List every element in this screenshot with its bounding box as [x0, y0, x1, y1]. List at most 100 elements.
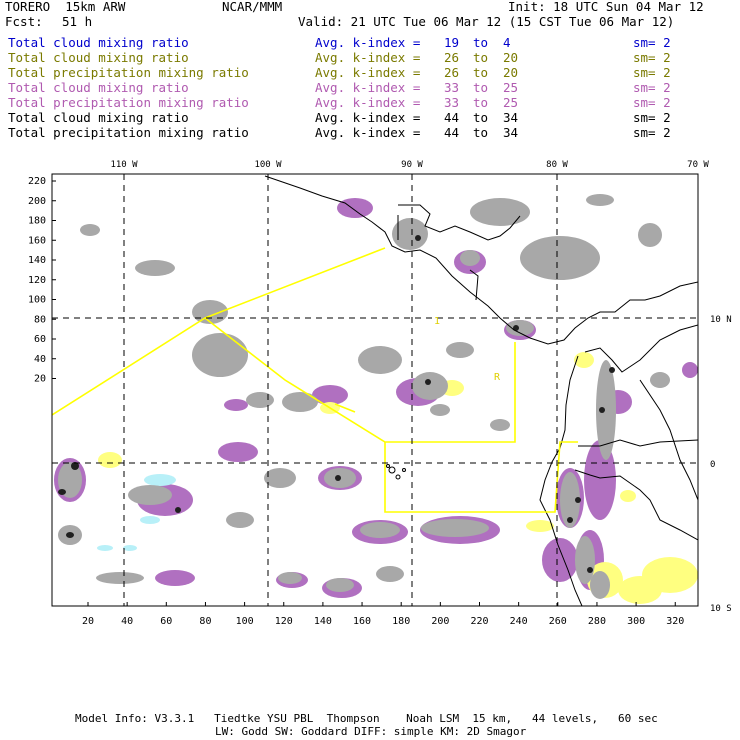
legend-field: Total precipitation mixing ratio	[8, 65, 249, 80]
region-label: R	[494, 372, 501, 383]
lat-label: 10 S	[710, 604, 732, 614]
y-tick-label: 40	[34, 354, 46, 365]
legend-field: Total cloud mixing ratio	[8, 80, 189, 95]
x-tick-label: 160	[353, 616, 371, 627]
organization-label: NCAR/MMM	[222, 0, 283, 14]
legend-field: Total precipitation mixing ratio	[8, 95, 249, 110]
flight-track-outline	[52, 247, 578, 513]
legend-kindex-to: to	[473, 35, 489, 50]
x-tick-label: 20	[82, 616, 94, 627]
legend-smoothing: sm= 2	[633, 50, 671, 65]
legend-kindex-label: Avg. k-index =	[315, 125, 421, 140]
galapagos-islands	[386, 464, 406, 480]
legend-kindex-to: to	[473, 125, 489, 140]
legend-kindex-label: Avg. k-index =	[315, 95, 421, 110]
y-tick-label: 160	[28, 235, 46, 246]
lat-lon-grid	[52, 174, 698, 606]
lon-label: 100 W	[254, 160, 282, 170]
x-tick-label: 280	[588, 616, 606, 627]
y-axis-ticks: 220 200 180 160 140 120 100 80 60 40 20	[28, 176, 56, 385]
legend-kindex-low: 34	[503, 110, 519, 125]
legend-kindex-to: to	[473, 80, 489, 95]
gray-field	[58, 194, 670, 599]
x-tick-label: 240	[510, 616, 528, 627]
coastline	[264, 175, 698, 606]
legend-smoothing: sm= 2	[633, 80, 671, 95]
legend-field: Total cloud mixing ratio	[8, 50, 189, 65]
valid-time: Valid: 21 UTC Tue 06 Mar 12 (15 CST Tue …	[298, 14, 675, 29]
y-tick-label: 200	[28, 196, 46, 207]
lon-label: 110 W	[110, 160, 138, 170]
y-tick-label: 100	[28, 295, 46, 306]
lon-labels: 110 W 100 W 90 W 80 W 70 W	[110, 160, 709, 170]
y-tick-label: 140	[28, 255, 46, 266]
x-tick-label: 140	[314, 616, 332, 627]
lat-label: 10 N	[710, 315, 732, 325]
legend-kindex-high: 26	[444, 50, 460, 65]
legend-kindex-high: 19	[444, 35, 460, 50]
x-tick-label: 320	[666, 616, 684, 627]
legend-kindex-label: Avg. k-index =	[315, 80, 421, 95]
legend-kindex-high: 26	[444, 65, 460, 80]
legend-kindex-low: 4	[503, 35, 511, 50]
black-core-field	[58, 235, 615, 573]
legend-smoothing: sm= 2	[633, 95, 671, 110]
lon-label: 80 W	[546, 160, 568, 170]
legend-kindex-low: 20	[503, 50, 519, 65]
x-tick-label: 80	[199, 616, 211, 627]
y-tick-label: 120	[28, 275, 46, 286]
forecast-label: Fcst:	[5, 14, 43, 29]
model-info: Model Info: V3.3.1 Tiedtke YSU PBL Thomp…	[75, 712, 658, 725]
map-field-layer	[52, 174, 698, 606]
y-tick-label: 180	[28, 216, 46, 227]
model-title: TORERO 15km ARW	[5, 0, 126, 14]
x-tick-label: 180	[392, 616, 410, 627]
legend-smoothing: sm= 2	[633, 65, 671, 80]
legend-smoothing: sm= 2	[633, 125, 671, 140]
y-tick-label: 60	[34, 334, 46, 345]
legend-kindex-label: Avg. k-index =	[315, 110, 421, 125]
x-tick-label: 220	[470, 616, 488, 627]
legend-kindex-low: 25	[503, 80, 519, 95]
x-tick-label: 300	[627, 616, 645, 627]
legend-kindex-low: 25	[503, 95, 519, 110]
legend-kindex-low: 20	[503, 65, 519, 80]
legend-smoothing: sm= 2	[633, 35, 671, 50]
y-tick-label: 20	[34, 374, 46, 385]
lon-label: 70 W	[687, 160, 709, 170]
x-tick-label: 40	[121, 616, 133, 627]
legend-kindex-to: to	[473, 110, 489, 125]
lon-label: 90 W	[401, 160, 423, 170]
x-tick-label: 200	[431, 616, 449, 627]
legend-kindex-high: 44	[444, 125, 460, 140]
physics-info: LW: Godd SW: Goddard DIFF: simple KM: 2D…	[215, 725, 527, 738]
legend-smoothing: sm= 2	[633, 110, 671, 125]
init-time: Init: 18 UTC Sun 04 Mar 12	[508, 0, 704, 14]
legend-kindex-label: Avg. k-index =	[315, 50, 421, 65]
legend-kindex-label: Avg. k-index =	[315, 65, 421, 80]
lat-label: 0	[710, 460, 715, 470]
legend-field: Total cloud mixing ratio	[8, 35, 189, 50]
y-tick-label: 80	[34, 314, 46, 325]
x-tick-label: 60	[160, 616, 172, 627]
legend-kindex-high: 33	[444, 95, 460, 110]
map-frame	[51, 173, 699, 607]
y-tick-label: 220	[28, 176, 46, 187]
legend-kindex-label: Avg. k-index =	[315, 35, 421, 50]
region-label: 1	[434, 316, 440, 327]
legend-kindex-low: 34	[503, 125, 519, 140]
x-axis-ticks: 20 40 60 80 100 120 140 160 180 200 220 240 260 280 30…	[82, 602, 684, 627]
x-tick-label: 120	[275, 616, 293, 627]
legend-kindex-high: 44	[444, 110, 460, 125]
legend-field: Total cloud mixing ratio	[8, 110, 189, 125]
legend-field: Total precipitation mixing ratio	[8, 125, 249, 140]
cyan-field	[97, 474, 176, 551]
legend-kindex-high: 33	[444, 80, 460, 95]
lat-labels: 10 N 0 10 S	[710, 315, 732, 614]
x-tick-label: 100	[236, 616, 254, 627]
legend-kindex-to: to	[473, 95, 489, 110]
legend-kindex-to: to	[473, 65, 489, 80]
x-tick-label: 260	[549, 616, 567, 627]
legend-kindex-to: to	[473, 50, 489, 65]
